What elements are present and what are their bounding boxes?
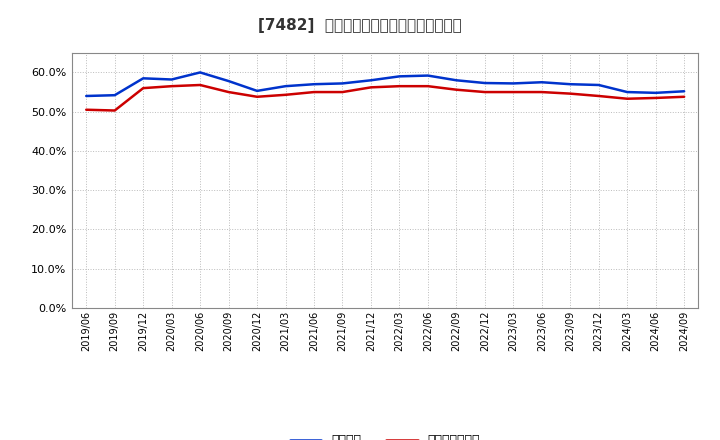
Legend: 固定比率, 固定長期適合率: 固定比率, 固定長期適合率 [285,429,485,440]
固定長期適合率 [509,89,518,95]
固定長期適合率 [110,108,119,113]
固定比率 [680,88,688,94]
固定長期適合率 [595,93,603,99]
固定比率 [225,78,233,84]
固定比率 [366,77,375,83]
固定比率 [623,89,631,95]
固定比率 [82,93,91,99]
固定比率 [537,80,546,85]
固定比率 [652,90,660,95]
固定長期適合率 [310,89,318,95]
固定比率 [566,81,575,87]
固定長期適合率 [253,94,261,99]
Line: 固定長期適合率: 固定長期適合率 [86,85,684,110]
固定比率 [110,92,119,98]
固定長期適合率 [338,89,347,95]
固定比率 [167,77,176,82]
固定比率 [253,88,261,94]
固定長期適合率 [680,94,688,99]
固定長期適合率 [395,84,404,89]
固定長期適合率 [423,84,432,89]
固定比率 [196,70,204,75]
固定比率 [338,81,347,86]
固定比率 [423,73,432,78]
固定長期適合率 [196,82,204,88]
固定長期適合率 [480,89,489,95]
固定比率 [310,81,318,87]
固定長期適合率 [537,89,546,95]
固定比率 [395,74,404,79]
固定長期適合率 [225,89,233,95]
固定比率 [509,81,518,86]
固定比率 [282,84,290,89]
固定長期適合率 [366,85,375,90]
固定長期適合率 [452,87,461,92]
固定比率 [595,82,603,88]
固定比率 [139,76,148,81]
Line: 固定比率: 固定比率 [86,73,684,96]
固定長期適合率 [623,96,631,101]
Text: [7482]  固定比率、固定長期適合率の推移: [7482] 固定比率、固定長期適合率の推移 [258,18,462,33]
固定長期適合率 [282,92,290,97]
固定長期適合率 [566,91,575,96]
固定長期適合率 [167,84,176,89]
固定長期適合率 [139,85,148,91]
固定長期適合率 [652,95,660,101]
固定長期適合率 [82,107,91,112]
固定比率 [480,81,489,86]
固定比率 [452,77,461,83]
